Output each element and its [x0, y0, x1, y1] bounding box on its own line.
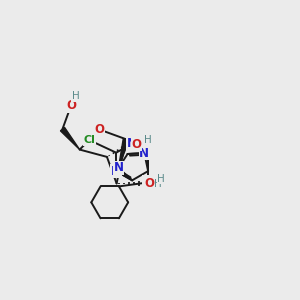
Text: H: H: [72, 92, 80, 101]
Text: O: O: [94, 123, 105, 136]
Text: O: O: [66, 99, 76, 112]
Text: O: O: [131, 138, 141, 151]
Polygon shape: [60, 128, 80, 150]
Text: N: N: [143, 176, 153, 189]
Polygon shape: [118, 139, 129, 168]
Text: H: H: [154, 179, 161, 189]
Text: H: H: [144, 135, 152, 145]
Text: Cl: Cl: [83, 135, 95, 145]
Text: N: N: [139, 147, 149, 160]
Text: N: N: [111, 165, 121, 178]
Text: O: O: [144, 177, 154, 190]
Text: N: N: [113, 161, 124, 175]
Text: H: H: [157, 174, 165, 184]
Text: N: N: [127, 137, 137, 150]
